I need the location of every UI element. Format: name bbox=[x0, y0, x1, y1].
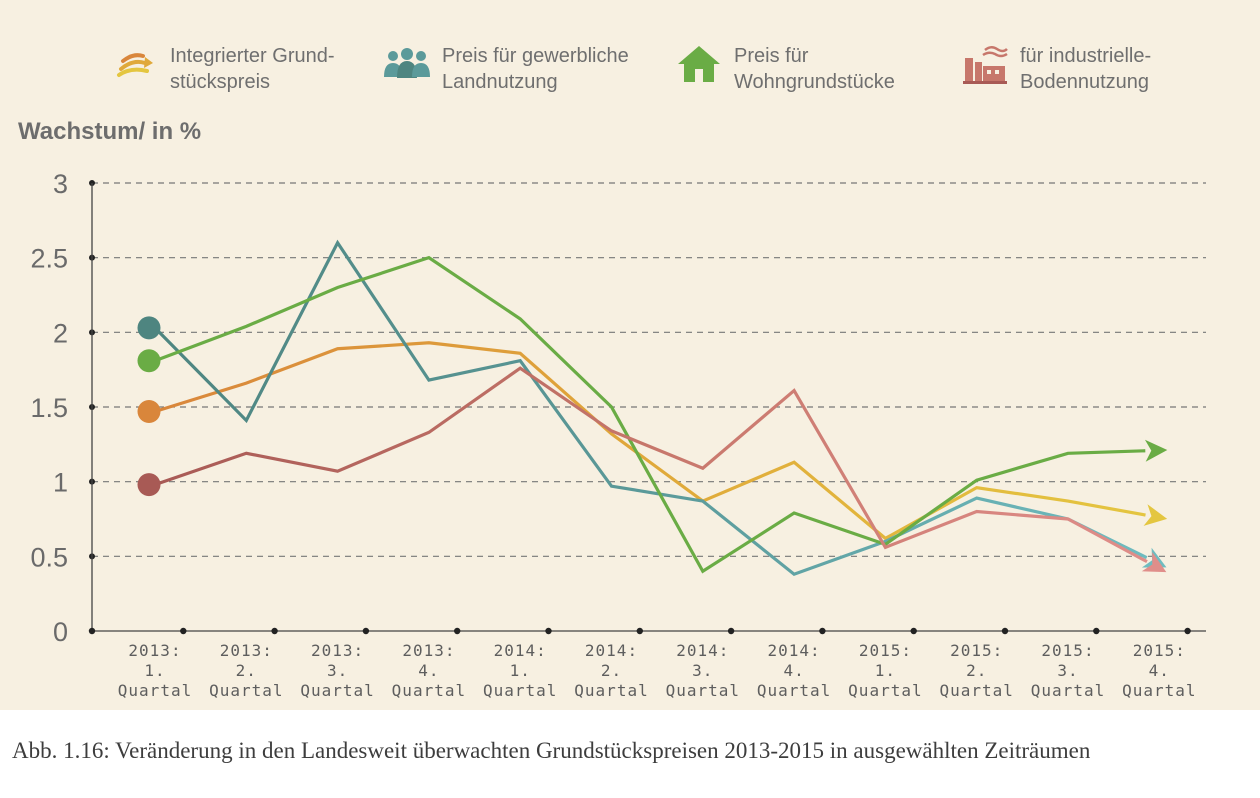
series-line bbox=[154, 255, 1146, 574]
series-start-marker bbox=[137, 349, 161, 373]
x-tick-label: Quartal bbox=[209, 681, 283, 700]
y-tick-label: 2.5 bbox=[30, 244, 68, 274]
people-group-icon bbox=[372, 40, 442, 88]
x-tick-label: Quartal bbox=[300, 681, 374, 700]
legend-label: Preis für gewerbliche Landnutzung bbox=[442, 45, 629, 93]
x-tick-dot bbox=[545, 627, 552, 635]
x-tick-label: 3. bbox=[327, 661, 348, 680]
x-tick-label: 2. bbox=[601, 661, 622, 680]
x-tick-label: Quartal bbox=[1122, 681, 1196, 700]
x-tick-label: Quartal bbox=[392, 681, 466, 700]
series-arrow-head bbox=[1143, 504, 1168, 526]
x-tick-dot bbox=[271, 627, 278, 635]
x-tick-label: Quartal bbox=[757, 681, 831, 700]
y-axis-label: Wachstum/ in % bbox=[18, 118, 202, 145]
x-tick-dot bbox=[1093, 627, 1100, 635]
y-tick-label: 3 bbox=[53, 169, 68, 199]
x-tick-dot bbox=[1001, 627, 1009, 635]
house-icon bbox=[664, 40, 734, 88]
legend-item-wohngrundstuecke: Preis für Wohngrundstücke bbox=[664, 40, 895, 95]
series-line bbox=[153, 239, 1148, 577]
x-tick-label: 2014: bbox=[676, 641, 729, 660]
x-tick-label: 2015: bbox=[1133, 641, 1186, 660]
series-start-marker bbox=[137, 399, 161, 423]
grid-lines bbox=[92, 182, 1206, 557]
x-tick-dot bbox=[910, 627, 917, 635]
x-tick-label: 2014: bbox=[585, 641, 638, 660]
x-tick-label: Quartal bbox=[118, 681, 192, 700]
legend-label: für industrielle- Bodennutzung bbox=[1020, 45, 1152, 93]
x-tick-label: 4. bbox=[418, 661, 439, 680]
x-tick-dot bbox=[819, 627, 826, 635]
x-tick-label: 2013: bbox=[402, 641, 455, 660]
series-line bbox=[154, 366, 1148, 564]
x-tick-label: 2015: bbox=[859, 641, 912, 660]
x-tick-dot bbox=[454, 627, 461, 635]
x-tick-dot bbox=[88, 627, 96, 635]
series-lines bbox=[137, 239, 1168, 577]
legend-label: Preis für Wohngrundstücke bbox=[734, 45, 895, 93]
x-tick-label: Quartal bbox=[574, 681, 648, 700]
x-tick-label: 3. bbox=[692, 661, 713, 680]
factory-icon bbox=[950, 40, 1020, 88]
series-arrow-head bbox=[1141, 551, 1167, 573]
series-arrow-head bbox=[1144, 439, 1168, 462]
x-tick-label: 2015: bbox=[950, 641, 1003, 660]
chart-panel: 0 0.5 1 1.5 2 2.5 3 2013: 1. Quartal 2013: 2. Quarta… bbox=[0, 0, 1260, 710]
series-line bbox=[154, 341, 1146, 541]
x-tick-label: Quartal bbox=[483, 681, 557, 700]
figure-caption: Abb. 1.16: Veränderung in den Landesweit… bbox=[12, 738, 1091, 763]
x-tick-label: Quartal bbox=[939, 681, 1013, 700]
x-tick-dot bbox=[636, 627, 643, 635]
x-tick-label: 2. bbox=[236, 661, 257, 680]
series-start-marker bbox=[137, 473, 161, 497]
x-tick-dot bbox=[727, 627, 735, 635]
line-chart: 00.511.522.532013:1.Quartal2013:2.Quarta… bbox=[30, 169, 1206, 700]
y-tick-label: 1.5 bbox=[30, 393, 68, 423]
x-tick-label: 4. bbox=[783, 661, 804, 680]
y-tick-label: 2 bbox=[53, 318, 68, 348]
x-tick-dot bbox=[362, 627, 370, 635]
x-tick-label: 1. bbox=[144, 661, 165, 680]
x-tick-label: 2013: bbox=[220, 641, 273, 660]
x-tick-label: 2014: bbox=[768, 641, 821, 660]
legend-item-industriell: für industrielle- Bodennutzung bbox=[950, 40, 1151, 95]
x-tick-label: 4. bbox=[1149, 661, 1170, 680]
x-tick-dot bbox=[180, 627, 187, 635]
y-tick-label: 1 bbox=[53, 468, 68, 498]
x-tick-label: Quartal bbox=[848, 681, 922, 700]
x-tick-label: 2. bbox=[966, 661, 987, 680]
trend-arrows-icon bbox=[100, 40, 170, 88]
axes bbox=[88, 180, 1206, 635]
y-tick-label: 0.5 bbox=[30, 542, 68, 572]
x-tick-label: 1. bbox=[510, 661, 531, 680]
legend-label: Integrierter Grund- stückspreis bbox=[170, 45, 335, 93]
legend-item-integrierter: Integrierter Grund- stückspreis bbox=[100, 40, 335, 95]
x-tick-label: Quartal bbox=[1031, 681, 1105, 700]
y-tick-label: 0 bbox=[53, 617, 68, 647]
series-start-marker bbox=[137, 316, 161, 340]
x-tick-label: 2014: bbox=[494, 641, 547, 660]
tick-labels: 00.511.522.532013:1.Quartal2013:2.Quarta… bbox=[30, 169, 1196, 700]
legend-item-gewerblich: Preis für gewerbliche Landnutzung bbox=[372, 40, 629, 95]
x-tick-label: Quartal bbox=[666, 681, 740, 700]
x-tick-label: 1. bbox=[875, 661, 896, 680]
x-tick-label: 2013: bbox=[311, 641, 364, 660]
x-tick-label: 2013: bbox=[128, 641, 181, 660]
x-tick-label: 2015: bbox=[1041, 641, 1094, 660]
x-tick-label: 3. bbox=[1057, 661, 1078, 680]
x-tick-dot bbox=[1184, 627, 1191, 635]
